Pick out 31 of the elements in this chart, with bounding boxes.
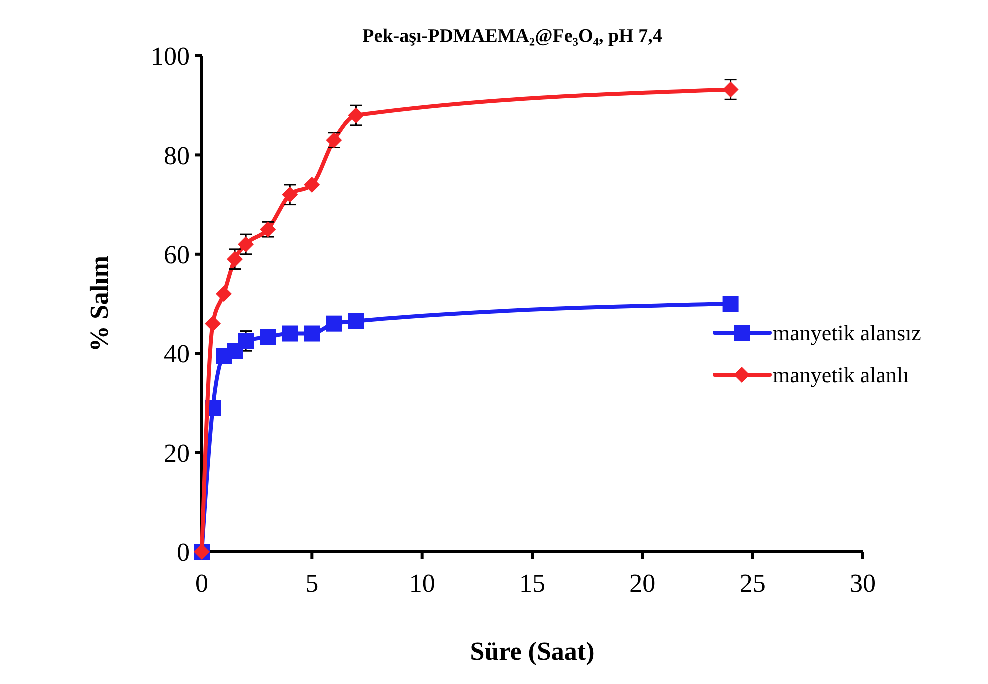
x-tick-label: 10 <box>409 569 436 598</box>
point <box>227 251 244 268</box>
point <box>304 326 320 342</box>
y-tick-label: 40 <box>164 340 190 369</box>
legend-label: manyetik alanlı <box>773 362 910 388</box>
x-tick-label: 5 <box>306 569 319 598</box>
point <box>304 176 320 193</box>
y-tick-label: 100 <box>151 42 190 72</box>
point <box>238 236 254 252</box>
point <box>722 296 739 312</box>
x-tick-label: 0 <box>196 569 208 598</box>
y-axis-title: % Salım <box>85 256 114 352</box>
y-tick-label: 0 <box>177 538 190 568</box>
point <box>216 286 232 302</box>
x-tick-label: 15 <box>520 569 546 598</box>
legend-label: manyetik alansız <box>773 320 922 346</box>
point <box>282 326 298 342</box>
chart-title: Pek-aşı-PDMAEMA₂@Fe₃O₄, pH 7,4 <box>362 26 663 47</box>
point <box>205 316 222 332</box>
y-tick-label: 60 <box>164 240 190 270</box>
x-tick-label: 30 <box>850 569 876 598</box>
point <box>348 108 364 124</box>
x-tick-label: 25 <box>740 569 766 598</box>
point <box>282 186 298 203</box>
point <box>260 329 276 346</box>
x-tick-label: 20 <box>630 569 656 598</box>
point <box>348 313 364 330</box>
x-axis-title: Süre (Saat) <box>470 637 595 666</box>
y-tick-label: 20 <box>164 438 190 468</box>
point <box>326 316 342 332</box>
y-tick-label: 80 <box>164 141 190 170</box>
